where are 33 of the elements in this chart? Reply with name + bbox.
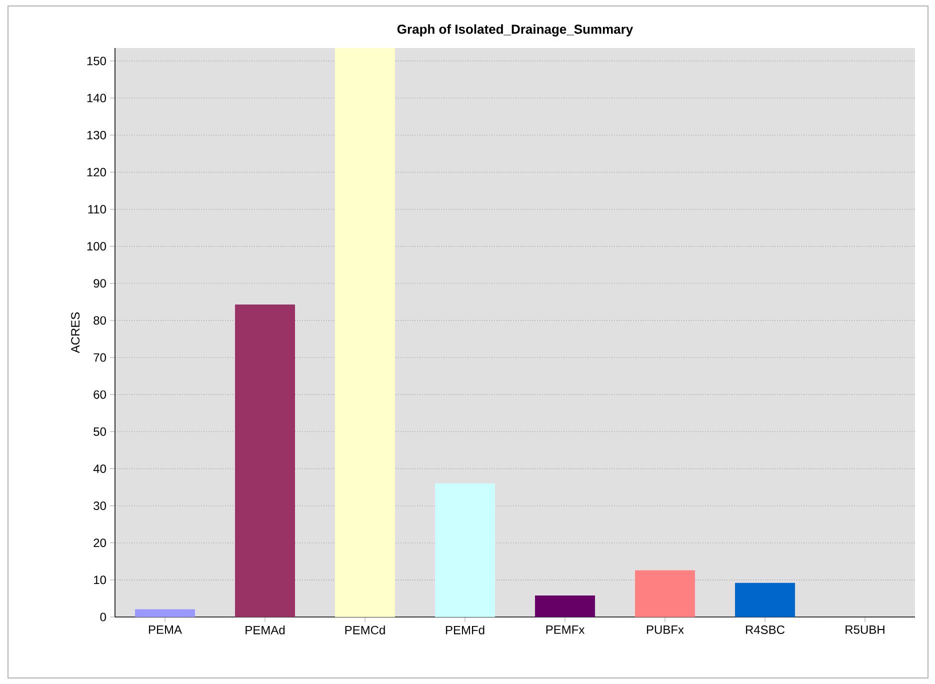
x-tick-label: PEMFd bbox=[446, 626, 484, 634]
x-tick-label: R4SBC bbox=[746, 626, 785, 634]
y-tick-label: 110 bbox=[88, 204, 106, 214]
y-tick-label: 20 bbox=[94, 538, 106, 548]
y-tick-label: 100 bbox=[87, 242, 106, 251]
y-tick-label: 130 bbox=[87, 130, 106, 140]
bar bbox=[135, 609, 196, 617]
chart-title: Graph of Isolated_Drainage_Summary bbox=[397, 24, 634, 36]
bar bbox=[535, 595, 596, 617]
y-tick-label: 50 bbox=[94, 427, 106, 436]
y-tick-label: 140 bbox=[87, 94, 106, 102]
y-tick-label: 0 bbox=[100, 612, 106, 622]
y-tick-label: 40 bbox=[93, 464, 106, 473]
y-tick-label: 70 bbox=[94, 353, 106, 362]
x-tick-label: PEMAd bbox=[246, 626, 285, 634]
x-tick-label: PEMCd bbox=[345, 626, 385, 634]
y-tick-label: 60 bbox=[94, 390, 106, 399]
y-tick-label: 90 bbox=[94, 279, 106, 288]
y-tick-label: 80 bbox=[94, 316, 106, 325]
y-tick-label: 120 bbox=[87, 168, 106, 176]
bar bbox=[435, 484, 496, 617]
y-tick-label: 30 bbox=[94, 502, 106, 510]
x-tick-label: PEMA bbox=[148, 626, 182, 634]
x-tick-label: PEMFx bbox=[546, 626, 585, 634]
y-tick-label: 150 bbox=[87, 56, 106, 66]
bar bbox=[235, 304, 296, 617]
x-tick-label: R5UBH bbox=[846, 626, 884, 634]
y-tick-label: 10 bbox=[94, 576, 106, 584]
bar bbox=[735, 582, 795, 617]
y-axis-title: ACRES bbox=[71, 312, 80, 354]
x-tick-label: PUBFx bbox=[646, 626, 684, 634]
bar bbox=[335, 48, 396, 617]
bar bbox=[635, 570, 695, 617]
